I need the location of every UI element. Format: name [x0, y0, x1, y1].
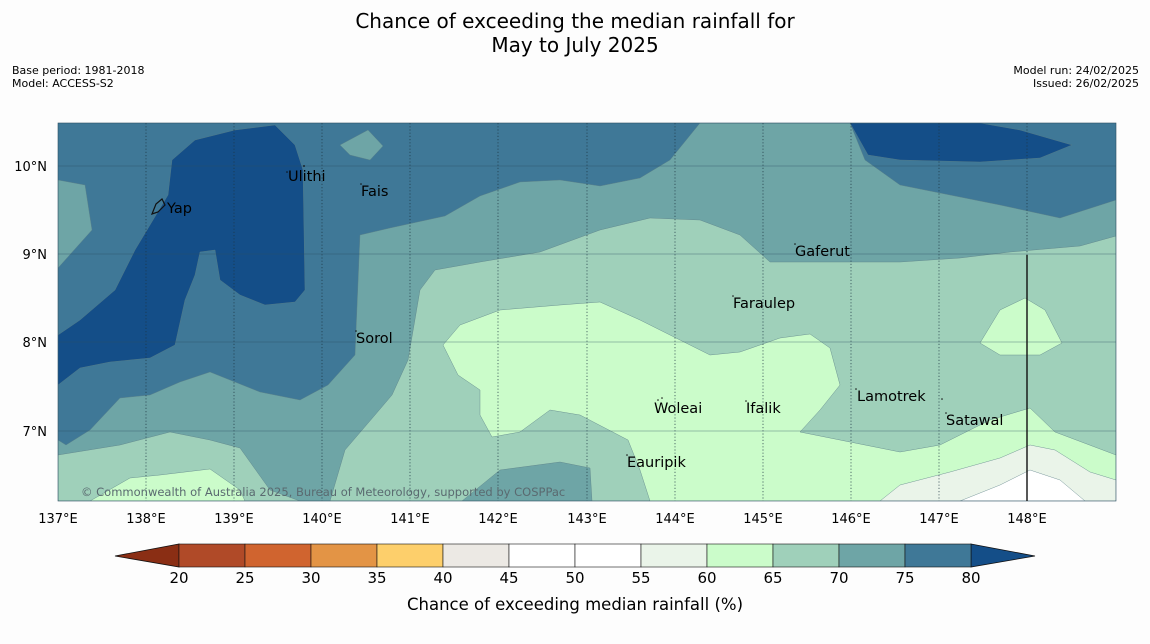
- colorbar-label: 65: [763, 569, 782, 587]
- colorbar-cells: [178, 543, 972, 568]
- lon-tick: 148°E: [1007, 512, 1047, 527]
- colorbar-label: 55: [631, 569, 650, 587]
- colorbar-cell: [574, 543, 642, 568]
- lon-tick: 143°E: [567, 512, 607, 527]
- colorbar: 20 25 30 35 40 45 50 55 60 65 70 75 80 C…: [114, 543, 1036, 614]
- place-ulithi: Ulithi: [288, 169, 326, 185]
- issued-date: Issued: 26/02/2025: [1032, 77, 1139, 90]
- title-line-1: Chance of exceeding the median rainfall …: [355, 9, 795, 33]
- place-satawal: Satawal: [946, 413, 1003, 429]
- colorbar-cell: [772, 543, 840, 568]
- lon-tick: 137°E: [38, 512, 78, 527]
- place-sorol: Sorol: [356, 331, 393, 347]
- lon-tick: 147°E: [919, 512, 959, 527]
- colorbar-label: 40: [433, 569, 452, 587]
- lon-tick: 142°E: [478, 512, 518, 527]
- base-period: Base period: 1981-2018: [12, 64, 145, 77]
- lon-tick: 146°E: [831, 512, 871, 527]
- place-fais: Fais: [361, 184, 388, 200]
- contour-60-65: [89, 297, 1116, 501]
- colorbar-labels: 20 25 30 35 40 45 50 55 60 65 70 75 80: [169, 569, 980, 587]
- lon-tick: 145°E: [743, 512, 783, 527]
- lat-tick: 10°N: [14, 160, 47, 175]
- colorbar-label: 35: [367, 569, 386, 587]
- colorbar-label: 20: [169, 569, 188, 587]
- contour-70-75-north: [339, 129, 384, 161]
- colorbar-cell: [508, 543, 576, 568]
- island-dots: [286, 165, 947, 456]
- yap-island-icon: [150, 198, 166, 215]
- model-name: Model: ACCESS-S2: [12, 77, 114, 90]
- colorbar-over-arrow: [970, 543, 1036, 568]
- colorbar-cell: [706, 543, 774, 568]
- place-ifalik: Ifalik: [746, 401, 781, 417]
- place-yap: Yap: [166, 201, 192, 217]
- place-eauripik: Eauripik: [627, 455, 686, 471]
- lon-tick: 141°E: [390, 512, 430, 527]
- colorbar-label: 75: [895, 569, 914, 587]
- lon-tick: 140°E: [302, 512, 342, 527]
- colorbar-under-arrow: [114, 543, 180, 568]
- colorbar-label: 30: [301, 569, 320, 587]
- colorbar-cell: [838, 543, 906, 568]
- contour-70-75-south: [461, 461, 593, 501]
- colorbar-cell: [442, 543, 510, 568]
- colorbar-cell: [376, 543, 444, 568]
- colorbar-cell: [904, 543, 972, 568]
- lon-tick: 139°E: [214, 512, 254, 527]
- colorbar-cell: [178, 543, 246, 568]
- longitude-ticks: 137°E 138°E 139°E 140°E 141°E 142°E 143°…: [38, 512, 1047, 527]
- colorbar-label: 80: [961, 569, 980, 587]
- lon-tick: 144°E: [655, 512, 695, 527]
- colorbar-cell: [244, 543, 312, 568]
- latitude-ticks: 10°N 9°N 8°N 7°N: [14, 160, 47, 440]
- contour-above-80-east: [849, 123, 1073, 163]
- colorbar-label: 25: [235, 569, 254, 587]
- lat-tick: 7°N: [23, 425, 48, 440]
- place-faraulep: Faraulep: [733, 296, 795, 312]
- colorbar-label: 45: [499, 569, 518, 587]
- colorbar-title: Chance of exceeding median rainfall (%): [407, 595, 743, 614]
- contour-50-55: [959, 469, 1086, 501]
- lon-tick: 138°E: [126, 512, 166, 527]
- place-woleai: Woleai: [654, 401, 702, 417]
- colorbar-label: 60: [697, 569, 716, 587]
- place-lamotrek: Lamotrek: [857, 389, 926, 405]
- map-border: [57, 122, 1117, 502]
- contour-above-80-west: [58, 124, 306, 386]
- meta-right: Model run: 24/02/2025 Issued: 26/02/2025: [1013, 64, 1139, 90]
- copyright-text: © Commonwealth of Australia 2025, Bureau…: [81, 485, 565, 499]
- meta-left: Base period: 1981-2018 Model: ACCESS-S2: [12, 64, 144, 90]
- colorbar-cell: [640, 543, 708, 568]
- title-line-2: May to July 2025: [491, 33, 659, 57]
- model-run: Model run: 24/02/2025: [1013, 64, 1139, 77]
- colorbar-label: 50: [565, 569, 584, 587]
- lat-tick: 9°N: [23, 248, 48, 263]
- lat-tick: 8°N: [23, 336, 48, 351]
- place-labels: Yap Ulithi Fais Gaferut Faraulep Sorol L…: [166, 169, 1003, 471]
- colorbar-label: 70: [829, 569, 848, 587]
- colorbar-cell: [310, 543, 378, 568]
- place-gaferut: Gaferut: [795, 244, 850, 260]
- map-title: Chance of exceeding the median rainfall …: [0, 9, 1150, 57]
